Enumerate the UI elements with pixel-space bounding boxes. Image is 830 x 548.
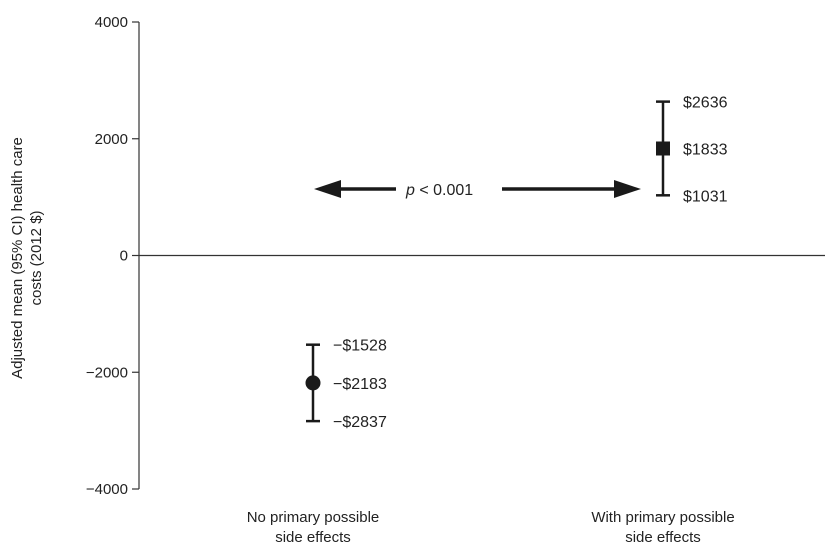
y-axis-title-line: Adjusted mean (95% CI) health care (9, 137, 26, 379)
mean-marker-square (656, 141, 670, 156)
mean-marker-circle (305, 375, 321, 391)
y-tick-label: 2000 (95, 131, 128, 148)
y-tick-label: −4000 (86, 481, 128, 498)
lower-ci-label: −$2837 (333, 414, 387, 431)
left-arrow-head (314, 180, 341, 198)
lower-ci-label: $1031 (683, 188, 728, 205)
p-value-text: < 0.001 (415, 182, 473, 199)
p-symbol: p (405, 182, 415, 199)
y-axis: 4000 2000 0 −2000 −4000 (86, 14, 140, 498)
category-label-line: With primary possible (591, 509, 734, 526)
comparison-annotation: p < 0.001 (314, 180, 641, 199)
mean-label: −$2183 (333, 376, 387, 393)
upper-ci-label: −$1528 (333, 338, 387, 355)
right-arrow-head (614, 180, 641, 198)
upper-ci-label: $2636 (683, 95, 728, 112)
y-axis-title: Adjusted mean (95% CI) health care costs … (9, 137, 45, 379)
mean-label: $1833 (683, 141, 728, 158)
data-points: −$1528 −$2183 −$2837 $2636 $1833 $1031 (305, 95, 728, 431)
data-point-group: −$1528 −$2183 −$2837 (305, 338, 387, 431)
y-tick-label: −2000 (86, 364, 128, 381)
y-axis-title-line: costs (2012 $) (28, 210, 45, 305)
data-point-group: $2636 $1833 $1031 (656, 95, 728, 205)
p-value-label: p < 0.001 (405, 182, 473, 199)
y-tick-label: 4000 (95, 14, 128, 31)
y-axis-title-text: Adjusted mean (95% CI) health care costs … (9, 137, 45, 379)
category-label: With primary possible side effects (591, 509, 734, 546)
category-label-line: side effects (275, 529, 351, 546)
category-label-line: No primary possible (247, 509, 380, 526)
category-label-line: side effects (625, 529, 701, 546)
category-label: No primary possible side effects (247, 509, 380, 546)
y-tick-label: 0 (120, 248, 128, 265)
